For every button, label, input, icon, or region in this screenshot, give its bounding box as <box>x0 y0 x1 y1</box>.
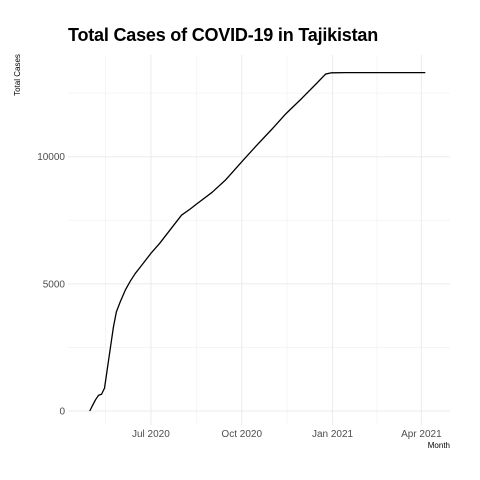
chart-title: Total Cases of COVID-19 in Tajikistan <box>68 25 379 45</box>
y-tick-label: 5000 <box>43 279 66 290</box>
x-tick-label: Oct 2020 <box>221 429 262 440</box>
minor-gridlines <box>68 55 450 425</box>
y-tick-label: 10000 <box>37 152 65 163</box>
x-tick-label: Jan 2021 <box>312 429 354 440</box>
y-tick-label: 0 <box>59 407 65 418</box>
y-tick-labels: 0 5000 10000 <box>37 152 65 417</box>
x-axis-label: Month <box>427 441 450 450</box>
x-tick-labels: Jul 2020 Oct 2020 Jan 2021 Apr 2021 <box>132 429 442 440</box>
x-tick-label: Jul 2020 <box>132 429 170 440</box>
series-line <box>89 71 426 412</box>
series-layer <box>89 71 426 412</box>
major-gridlines <box>68 55 450 425</box>
x-tick-label: Apr 2021 <box>401 429 442 440</box>
